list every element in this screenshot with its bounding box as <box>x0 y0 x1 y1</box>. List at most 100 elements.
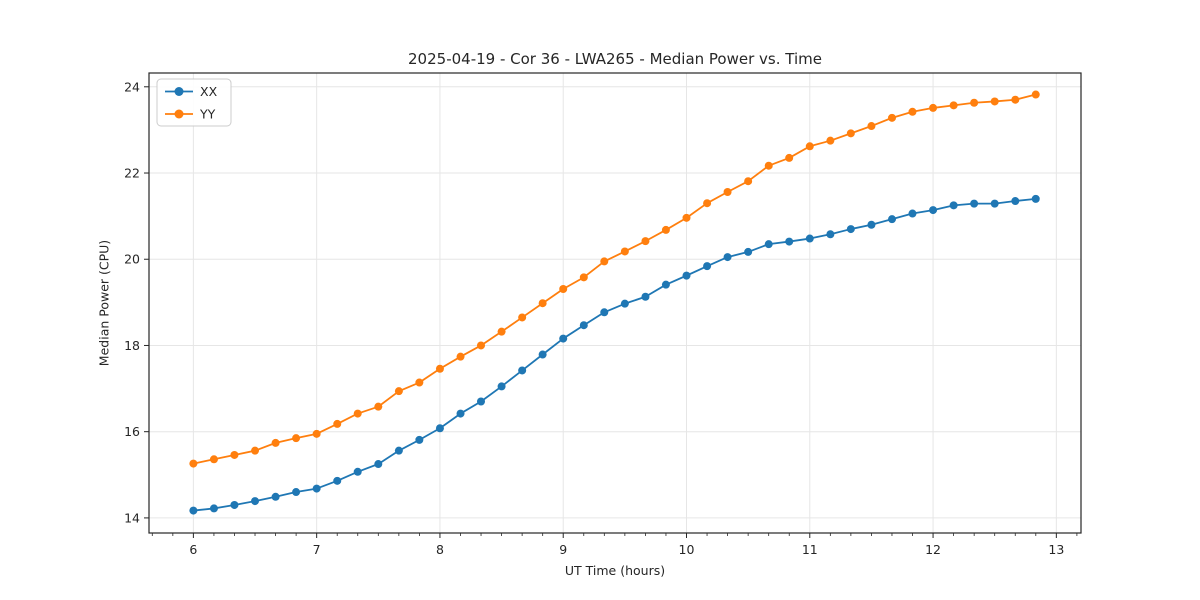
legend: XX YY <box>156 78 232 127</box>
data-point-XX <box>209 504 218 513</box>
legend-marker-YY <box>174 109 184 119</box>
data-point-XX <box>846 225 855 234</box>
legend-box <box>156 78 232 127</box>
data-point-XX <box>415 435 424 444</box>
data-point-XX <box>518 366 527 375</box>
data-point-XX <box>1011 197 1020 206</box>
data-point-YY <box>415 378 424 387</box>
data-point-XX <box>292 488 301 497</box>
data-point-XX <box>271 492 280 501</box>
series-line-XX <box>193 197 1036 512</box>
y-tick-label: 22 <box>124 166 140 181</box>
data-point-YY <box>374 402 383 411</box>
axis-ticks: 6 7 8 9 10 11 12 13 14 16 18 20 22 24 <box>124 79 1078 557</box>
data-point-YY <box>908 107 917 116</box>
data-point-YY <box>661 225 670 234</box>
data-point-YY <box>538 299 547 308</box>
data-point-XX <box>990 199 999 208</box>
data-point-XX <box>949 201 958 210</box>
data-point-YY <box>805 142 814 151</box>
data-point-YY <box>292 434 301 443</box>
y-tick-label: 14 <box>124 510 140 525</box>
data-point-XX <box>1031 194 1040 203</box>
data-point-YY <box>929 103 938 112</box>
data-point-XX <box>723 253 732 262</box>
data-point-XX <box>312 484 321 493</box>
data-point-YY <box>888 113 897 122</box>
data-point-XX <box>353 467 362 476</box>
data-point-XX <box>476 397 485 406</box>
data-point-XX <box>908 209 917 218</box>
x-tick-label: 7 <box>313 542 321 557</box>
data-point-YY <box>497 327 506 336</box>
data-point-XX <box>620 299 629 308</box>
data-point-YY <box>641 237 650 246</box>
data-point-XX <box>785 237 794 246</box>
x-tick-label: 9 <box>559 542 567 557</box>
data-point-YY <box>846 129 855 138</box>
series-line-YY <box>193 93 1036 465</box>
series-YY <box>189 90 1040 468</box>
x-axis-label: UT Time (hours) <box>564 563 666 578</box>
data-point-XX <box>641 292 650 301</box>
data-point-YY <box>435 364 444 373</box>
data-point-XX <box>703 262 712 271</box>
data-point-YY <box>949 101 958 110</box>
data-point-YY <box>476 341 485 350</box>
x-tick-label: 12 <box>925 542 941 557</box>
data-point-YY <box>312 429 321 438</box>
data-point-XX <box>538 350 547 359</box>
data-point-XX <box>970 199 979 208</box>
data-point-YY <box>826 136 835 145</box>
data-point-XX <box>456 409 465 418</box>
data-point-XX <box>579 321 588 330</box>
data-point-YY <box>970 98 979 107</box>
data-point-YY <box>682 213 691 222</box>
data-point-YY <box>251 446 260 455</box>
y-tick-label: 18 <box>124 338 140 353</box>
data-point-YY <box>271 438 280 447</box>
data-point-YY <box>518 313 527 322</box>
legend-marker-XX <box>174 87 184 96</box>
data-point-XX <box>435 424 444 433</box>
data-point-YY <box>189 459 198 468</box>
data-point-XX <box>764 240 773 249</box>
data-point-YY <box>1011 95 1020 104</box>
data-point-YY <box>353 409 362 418</box>
data-point-XX <box>559 334 568 343</box>
data-point-YY <box>723 187 732 196</box>
data-point-YY <box>394 387 403 396</box>
data-point-XX <box>805 234 814 243</box>
x-tick-label: 13 <box>1048 542 1064 557</box>
data-point-YY <box>620 247 629 256</box>
y-tick-label: 16 <box>124 424 140 439</box>
data-point-XX <box>374 460 383 469</box>
data-point-XX <box>661 280 670 289</box>
data-point-XX <box>744 247 753 256</box>
data-point-YY <box>990 97 999 106</box>
data-point-YY <box>456 352 465 361</box>
data-point-XX <box>826 230 835 239</box>
x-tick-label: 11 <box>802 542 818 557</box>
data-point-YY <box>764 161 773 170</box>
plot-border <box>148 72 1082 534</box>
data-point-YY <box>785 153 794 162</box>
data-point-XX <box>867 220 876 229</box>
x-tick-label: 6 <box>189 542 197 557</box>
data-point-YY <box>1031 90 1040 99</box>
y-tick-label: 20 <box>124 252 140 267</box>
data-point-XX <box>189 506 198 515</box>
data-point-XX <box>929 206 938 215</box>
x-tick-label: 8 <box>436 542 444 557</box>
data-point-XX <box>230 500 239 509</box>
data-point-XX <box>251 497 260 506</box>
legend-label-YY: YY <box>199 107 216 122</box>
chart-title: 2025-04-19 - Cor 36 - LWA265 - Median Po… <box>408 50 822 68</box>
plot-grid <box>149 73 1081 533</box>
data-point-YY <box>867 122 876 131</box>
data-point-XX <box>600 308 609 317</box>
data-point-YY <box>744 177 753 186</box>
data-point-YY <box>600 257 609 266</box>
data-point-YY <box>209 455 218 464</box>
